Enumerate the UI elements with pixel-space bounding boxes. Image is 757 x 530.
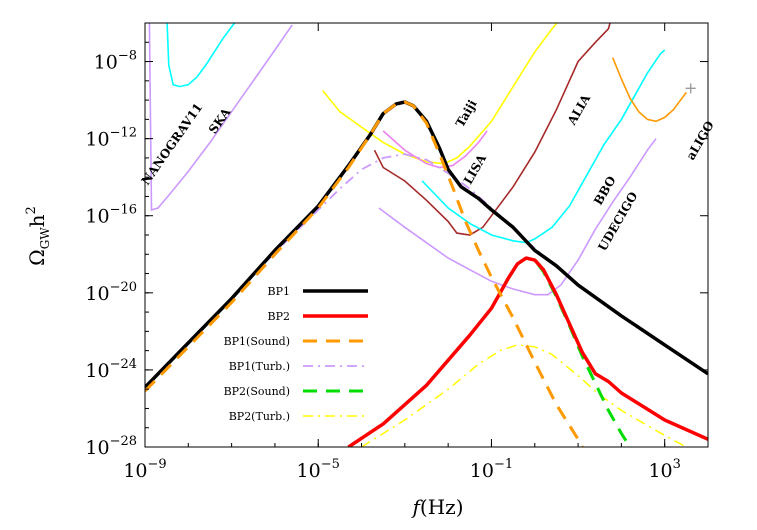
series-line-bp1-turb [145,153,708,388]
series-line-bp1 [145,100,708,389]
x-tick-label: 103 [648,457,680,482]
detector-label-ska: SKA [206,105,234,136]
y-tick-label: 10−8 [94,49,137,74]
detector-label-nanograv11: NANOGRAV11 [139,101,206,188]
sensitivity-curve-taiji [321,23,559,165]
series-line-bp2-turb [361,344,687,447]
y-axis-label: ΩGWh2 [24,206,52,266]
series-line-bp1-sound [145,100,584,447]
y-tick-label: 10−12 [85,126,137,151]
legend-label-bp2-sound: BP2(Sound) [224,385,290,398]
legend-label-bp1-sound: BP1(Sound) [224,335,290,348]
legend-label-bp2-turb: BP2(Turb.) [229,410,290,423]
x-tick-label: 10−5 [297,457,340,482]
sensitivity-curve-udecigo [378,138,657,296]
detector-label-aligo: aLIGO [684,119,717,163]
detector-label-alia: ALIA [564,91,593,128]
y-tick-label: 10−24 [85,357,137,382]
aLIGO-marker: + [684,79,697,98]
signal-curves [145,100,708,447]
y-tick-label: 10−16 [85,203,137,228]
plot-frame [144,22,709,448]
y-tick-label: 10−28 [85,434,137,459]
y-tick-label: 10−20 [85,280,137,305]
legend-label-bp1: BP1 [268,285,290,298]
x-tick-label: 10−9 [123,457,166,482]
legend: BP1 BP2 BP1(Sound) BP1(Turb.) BP2(Sound) BP2(… [224,285,368,423]
legend-label-bp1-turb: BP1(Turb.) [229,360,290,373]
series-line-bp2 [347,256,708,447]
detector-label-taiji: Taiji [453,97,480,130]
sensitivity-curve-ska [148,23,293,211]
x-axis-label: f(Hz) [411,495,464,519]
detector-labels: NANOGRAV11 SKA Taiji ALIALISABBOUDECIGOaLIG… [139,91,717,253]
sensitivity-curve-alia [373,23,611,236]
sensitivity-curves: + [148,23,697,296]
x-tick-label: 10−1 [470,457,513,482]
detector-label-bbo: BBO [591,174,619,208]
sensitivity-curve-bbo [421,49,666,244]
axis-ticks: 10−9 10−5 10−1 103 10−8 10−12 10−16 10−20 10−24 1… [85,22,709,482]
legend-label-bp2: BP2 [268,310,290,323]
sensitivity-curve-nanograv11 [166,23,236,88]
sensitivity-curve-aligo [611,57,687,123]
